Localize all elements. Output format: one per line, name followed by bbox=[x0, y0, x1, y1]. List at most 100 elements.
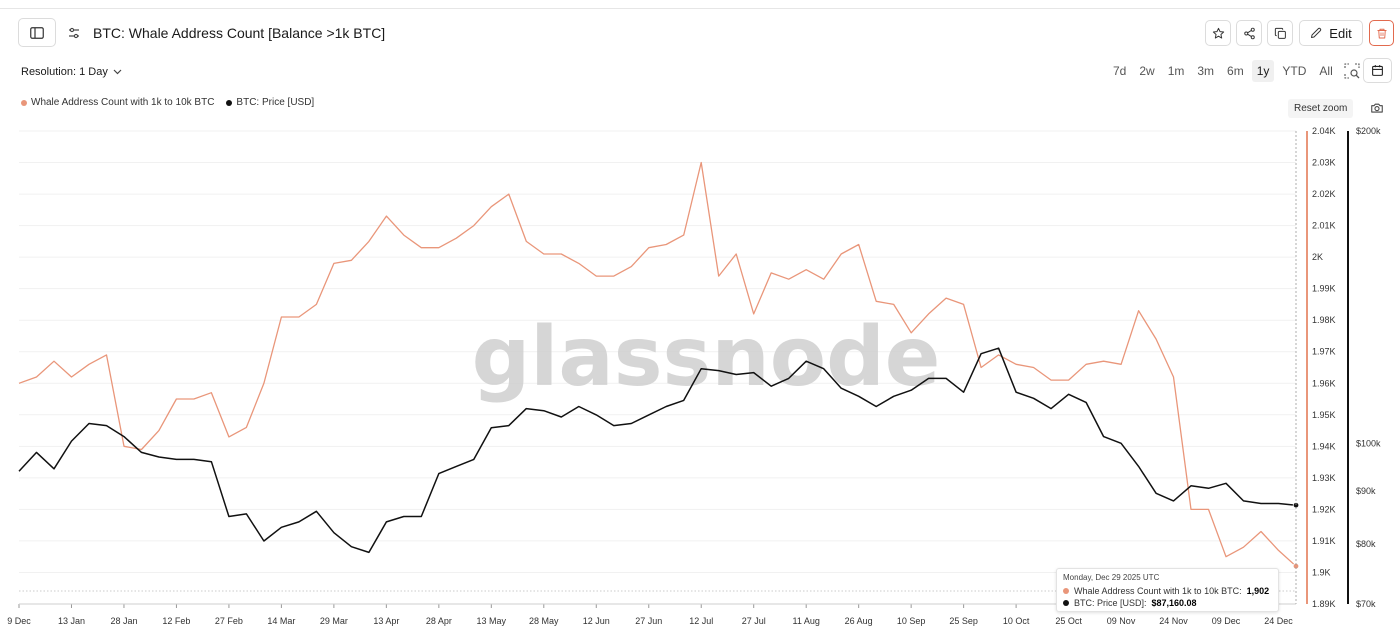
y-left-tick-label: 1.95K bbox=[1312, 410, 1336, 420]
calendar-icon bbox=[1372, 65, 1383, 76]
series-layer bbox=[18, 161, 1300, 570]
y-left-tick-label: 1.91K bbox=[1312, 536, 1336, 546]
range-7d[interactable]: 7d bbox=[1113, 64, 1127, 78]
tooltip-row-price: BTC: Price [USD]: $87,160.08 bbox=[1063, 597, 1272, 609]
reset-zoom-button[interactable]: Reset zoom bbox=[1288, 99, 1354, 118]
copy-icon bbox=[1274, 27, 1286, 39]
x-tick-label: 14 Mar bbox=[267, 616, 295, 626]
y-left-tick-label: 2.01K bbox=[1312, 221, 1336, 231]
chart-title: BTC: Whale Address Count [Balance >1k BT… bbox=[93, 25, 386, 41]
legend-item-price[interactable]: BTC: Price [USD] bbox=[226, 97, 314, 108]
x-tick-label: 28 May bbox=[529, 616, 559, 626]
zoom-select-icon[interactable] bbox=[1343, 62, 1361, 80]
x-tick-label: 27 Jun bbox=[635, 616, 662, 626]
tooltip-date: Monday, Dec 29 2025 UTC bbox=[1063, 573, 1160, 582]
y-right-tick-label: $90k bbox=[1356, 486, 1376, 496]
y-left-tick-label: 1.89K bbox=[1312, 599, 1336, 609]
price-legend-dot bbox=[226, 99, 233, 106]
resolution-label: Resolution: 1 Day bbox=[21, 66, 108, 78]
x-tick-label: 27 Jul bbox=[742, 616, 766, 626]
x-tick-label: 13 May bbox=[477, 616, 507, 626]
x-tick-label: 27 Feb bbox=[215, 616, 243, 626]
range-1y[interactable]: 1y bbox=[1251, 60, 1275, 82]
y-left-tick-label: 1.96K bbox=[1312, 378, 1336, 388]
tooltip-price-dot bbox=[1063, 600, 1069, 606]
chart-legend: Whale Address Count with 1k to 10k BTC B… bbox=[21, 97, 314, 108]
y-right-tick-label: $80k bbox=[1356, 539, 1376, 549]
legend-item-whale[interactable]: Whale Address Count with 1k to 10k BTC bbox=[21, 97, 214, 108]
x-tick-label: 29 Mar bbox=[320, 616, 348, 626]
x-tick-label: 11 Aug bbox=[793, 616, 820, 626]
y-right-tick-label: $70k bbox=[1356, 599, 1376, 609]
tooltip-whale-value: 1,902 bbox=[1246, 586, 1270, 596]
x-tick-label: 09 Nov bbox=[1107, 616, 1136, 626]
tooltip-price-value: $87,160.08 bbox=[1151, 598, 1197, 608]
sidebar-panel-icon bbox=[30, 26, 44, 39]
whale-series-line bbox=[18, 161, 1297, 567]
camera-icon[interactable] bbox=[1370, 101, 1384, 115]
metric-settings-icon[interactable] bbox=[66, 25, 82, 41]
star-icon bbox=[1212, 27, 1224, 39]
y-left-tick-label: 1.9K bbox=[1312, 567, 1331, 577]
range-2w[interactable]: 2w bbox=[1139, 64, 1155, 78]
duplicate-button[interactable] bbox=[1267, 20, 1293, 46]
watermark-text: glassnode bbox=[472, 310, 941, 405]
toggle-sidebar-button[interactable] bbox=[18, 18, 56, 47]
chart-header: BTC: Whale Address Count [Balance >1k BT… bbox=[0, 18, 1400, 48]
x-tick-label: 26 Aug bbox=[845, 616, 873, 626]
x-tick-label: 13 Jan bbox=[58, 616, 85, 626]
tooltip-whale-dot bbox=[1063, 588, 1069, 594]
legend-label-price: BTC: Price [USD] bbox=[236, 97, 315, 108]
x-tick-label: 28 Jan bbox=[110, 616, 137, 626]
range-6m[interactable]: 6m bbox=[1227, 64, 1244, 78]
x-tick-label: 25 Sep bbox=[949, 616, 978, 626]
x-tick-label: 12 Jul bbox=[689, 616, 713, 626]
legend-label-whale: Whale Address Count with 1k to 10k BTC bbox=[31, 97, 215, 108]
y-right-tick-label: $100k bbox=[1356, 438, 1381, 448]
y-left-tick-label: 2.03K bbox=[1312, 158, 1336, 168]
range-3m[interactable]: 3m bbox=[1197, 64, 1215, 78]
pencil-icon bbox=[1311, 27, 1322, 38]
chevron-down-icon bbox=[113, 69, 122, 75]
x-tick-label: 12 Feb bbox=[162, 616, 190, 626]
y-left-tick-label: 1.97K bbox=[1312, 347, 1336, 357]
x-tick-label: 12 Jun bbox=[583, 616, 610, 626]
x-tick-label: 24 Nov bbox=[1159, 616, 1188, 626]
price-series-line bbox=[18, 347, 1297, 554]
resolution-dropdown[interactable]: Resolution: 1 Day bbox=[21, 66, 122, 78]
x-tick-label: 09 Dec bbox=[1212, 616, 1241, 626]
tooltip-row-whale: Whale Address Count with 1k to 10k BTC: … bbox=[1063, 585, 1272, 597]
edit-button[interactable]: Edit bbox=[1299, 20, 1363, 46]
y-left-tick-label: 2.04K bbox=[1312, 126, 1336, 136]
favorite-button[interactable] bbox=[1205, 20, 1231, 46]
share-icon bbox=[1243, 27, 1255, 39]
range-1m[interactable]: 1m bbox=[1167, 64, 1185, 78]
x-tick-label: 10 Oct bbox=[1003, 616, 1030, 626]
trash-icon bbox=[1377, 28, 1386, 38]
x-tick-label: 28 Apr bbox=[426, 616, 452, 626]
whale-legend-dot bbox=[21, 99, 27, 106]
date-picker-button[interactable] bbox=[1363, 58, 1392, 83]
x-tick-label: 10 Sep bbox=[897, 616, 926, 626]
delete-button[interactable] bbox=[1369, 20, 1394, 46]
tooltip-whale-label: Whale Address Count with 1k to 10k BTC: bbox=[1074, 586, 1242, 596]
x-tick-label: 13 Apr bbox=[373, 616, 399, 626]
y-left-tick-label: 1.93K bbox=[1312, 473, 1336, 483]
time-range-selector: 7d 2w 1m 3m 6m 1y YTD All bbox=[1108, 60, 1361, 82]
edit-label: Edit bbox=[1329, 25, 1352, 41]
hover-tooltip: Monday, Dec 29 2025 UTC Whale Address Co… bbox=[1056, 568, 1279, 612]
x-tick-label: 24 Dec bbox=[1264, 616, 1293, 626]
y-left-tick-label: 2K bbox=[1312, 252, 1323, 262]
y-left-tick-label: 2.02K bbox=[1312, 189, 1336, 199]
y-left-tick-label: 1.94K bbox=[1312, 441, 1336, 451]
range-ytd[interactable]: YTD bbox=[1282, 64, 1307, 78]
y-left-tick-label: 1.99K bbox=[1312, 284, 1336, 294]
range-all[interactable]: All bbox=[1319, 64, 1333, 78]
x-tick-label: 25 Oct bbox=[1055, 616, 1082, 626]
x-tick-label: 9 Dec bbox=[7, 616, 31, 626]
top-divider bbox=[0, 8, 1400, 9]
share-button[interactable] bbox=[1236, 20, 1262, 46]
y-right-tick-label: $200k bbox=[1356, 126, 1381, 136]
y-left-tick-label: 1.92K bbox=[1312, 504, 1336, 514]
